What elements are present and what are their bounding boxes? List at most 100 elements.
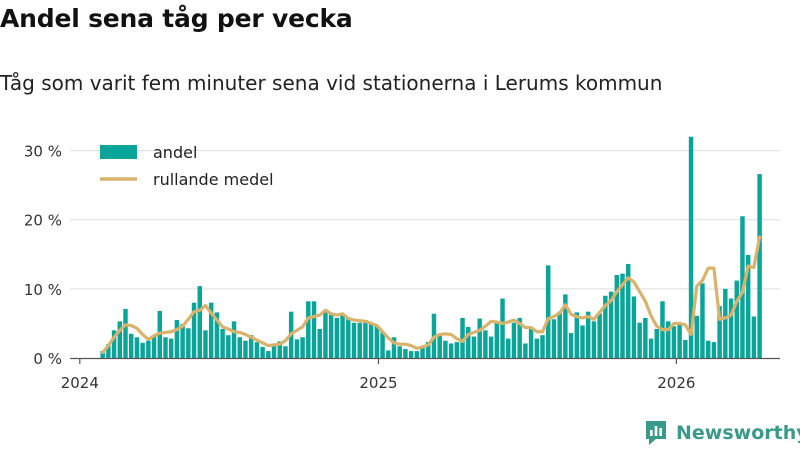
bar — [151, 335, 157, 358]
bar — [220, 328, 225, 358]
bar — [437, 335, 442, 358]
bar — [180, 324, 185, 358]
bar — [368, 323, 374, 358]
bar — [420, 347, 425, 358]
bar — [745, 254, 751, 358]
bar — [443, 340, 448, 358]
bar — [643, 317, 648, 358]
bar — [283, 346, 288, 358]
bar — [168, 338, 174, 358]
bar — [208, 302, 214, 358]
bar — [494, 323, 500, 358]
bar — [677, 323, 682, 358]
legend-label-andel: andel — [153, 143, 197, 162]
bar — [317, 328, 322, 358]
bar — [403, 349, 408, 358]
legend: andel rullande medel — [100, 143, 274, 189]
bar — [711, 342, 717, 358]
bar — [551, 319, 557, 358]
bar — [454, 342, 460, 358]
bar — [471, 336, 477, 358]
bar — [214, 312, 220, 358]
bar — [717, 306, 722, 358]
bar — [380, 332, 385, 358]
bar — [111, 330, 117, 358]
bar — [106, 344, 111, 358]
bar — [574, 312, 580, 358]
bar — [231, 321, 237, 358]
bar — [683, 340, 688, 358]
bar — [374, 326, 380, 358]
bar — [346, 318, 351, 358]
bar — [386, 350, 391, 358]
bar — [203, 330, 208, 358]
grid-lines — [70, 150, 780, 290]
chart-subtitle: Tåg som varit fem minuter sena vid stati… — [0, 71, 663, 95]
bar — [391, 337, 397, 358]
bar — [528, 328, 534, 358]
bar — [694, 315, 699, 358]
bar — [174, 319, 180, 358]
y-tick-label: 10 % — [24, 281, 62, 299]
bar — [654, 328, 659, 358]
bar — [100, 351, 105, 358]
bar — [311, 301, 317, 358]
bar — [254, 342, 260, 358]
bar — [723, 288, 728, 358]
bar — [580, 325, 585, 358]
bar — [591, 321, 597, 358]
line-series — [101, 235, 762, 355]
bar — [603, 295, 608, 358]
y-tick-label: 20 % — [24, 212, 62, 230]
y-tick-label: 0 % — [33, 350, 62, 368]
bar — [477, 318, 482, 358]
bar — [460, 317, 465, 358]
bar — [191, 302, 197, 358]
bar — [563, 294, 568, 358]
bar — [466, 326, 471, 358]
bar — [197, 286, 202, 358]
bar — [294, 339, 300, 358]
bar — [488, 336, 494, 358]
bar — [751, 316, 757, 358]
axes: 0 % 10 % 20 % 30 % 2024 2025 2026 — [24, 143, 780, 392]
bar — [534, 338, 540, 358]
bar — [408, 351, 414, 358]
bar — [614, 275, 620, 358]
bar — [128, 333, 134, 358]
rolling-mean-line — [101, 235, 762, 355]
x-tick-label: 2026 — [657, 374, 695, 392]
bar — [597, 313, 602, 358]
bar — [334, 317, 340, 358]
bar — [300, 337, 305, 358]
y-tick-label: 30 % — [24, 143, 62, 161]
legend-label-rullande-medel: rullande medel — [153, 170, 274, 189]
bar — [568, 333, 574, 358]
bar — [648, 338, 654, 358]
bar — [328, 314, 334, 358]
bar — [260, 346, 265, 358]
bar — [357, 322, 362, 358]
bar — [506, 338, 511, 358]
bar — [688, 136, 694, 358]
bar — [243, 340, 248, 358]
bar — [340, 313, 345, 358]
chart-area: 0 % 10 % 20 % 30 % 2024 2025 2026 andel rulland… — [24, 136, 780, 392]
bar — [500, 298, 505, 358]
x-tick-label: 2024 — [61, 374, 99, 392]
bar — [523, 343, 528, 358]
bar — [248, 335, 254, 358]
bar — [511, 322, 517, 358]
brand: Newsworthy — [644, 419, 800, 447]
bar — [557, 311, 562, 358]
bar — [585, 311, 591, 358]
bar — [546, 265, 551, 358]
bar — [517, 317, 522, 358]
bar — [351, 322, 357, 358]
bar — [123, 308, 128, 358]
bar — [397, 346, 402, 358]
bar — [237, 337, 242, 358]
brand-name: Newsworthy — [676, 422, 800, 444]
bar — [705, 340, 711, 358]
bar — [483, 330, 488, 358]
